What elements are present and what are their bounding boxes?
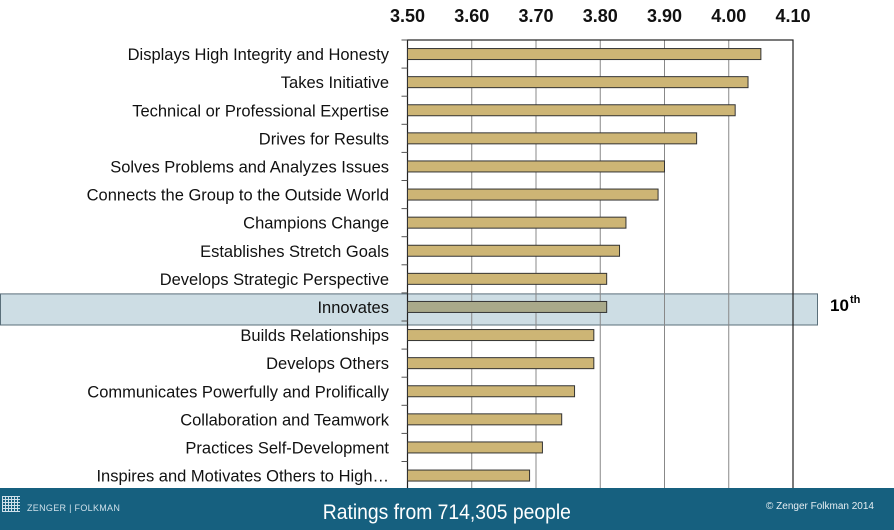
bar (407, 469, 531, 482)
x-tick-label: 3.70 (518, 6, 553, 26)
rank-suffix: th (850, 294, 861, 306)
category-label: Inspires and Motivates Others to High… (96, 468, 389, 486)
bar (407, 300, 608, 313)
category-label: Technical or Professional Expertise (132, 102, 389, 120)
category-label: Builds Relationships (240, 327, 389, 345)
x-tick-label: 3.50 (390, 6, 425, 26)
category-label: Displays High Integrity and Honesty (128, 46, 390, 64)
bar (407, 441, 543, 454)
bar (407, 357, 595, 370)
category-label: Develops Others (266, 355, 389, 373)
category-label: Develops Strategic Perspective (160, 271, 389, 289)
bar (407, 413, 563, 426)
x-tick-label: 3.80 (583, 6, 618, 26)
zenger-folkman-logo-icon (2, 496, 20, 512)
bar-chart: 3.50 3.60 3.70 3.80 3.90 4.00 4.10 Displays Hig… (0, 6, 861, 488)
category-label: Connects the Group to the Outside World (87, 187, 389, 205)
bar (407, 160, 665, 173)
rank-label: 10 (830, 296, 849, 315)
x-tick-label: 4.10 (775, 6, 810, 26)
category-label: Takes Initiative (281, 74, 389, 92)
category-label: Solves Problems and Analyzes Issues (110, 158, 389, 176)
category-label: Communicates Powerfully and Prolifically (87, 383, 389, 401)
bar (407, 216, 627, 229)
category-label: Practices Self-Development (185, 439, 389, 457)
copyright: © Zenger Folkman 2014 (766, 501, 874, 512)
bar (407, 48, 762, 61)
bar (407, 385, 576, 398)
category-label: Champions Change (243, 215, 389, 233)
x-tick-label: 4.00 (711, 6, 746, 26)
bar (407, 76, 749, 89)
brand-name: ZENGER | FOLKMAN (27, 503, 121, 513)
bar (407, 329, 595, 342)
category-label: Innovates (317, 299, 389, 317)
bar (407, 132, 698, 145)
x-tick-label: 3.60 (454, 6, 489, 26)
category-label: Establishes Stretch Goals (200, 243, 389, 261)
bar (407, 188, 659, 201)
bar (407, 244, 621, 257)
category-label: Drives for Results (259, 130, 389, 148)
x-tick-label: 3.90 (647, 6, 682, 26)
bar (407, 272, 608, 285)
category-label: Collaboration and Teamwork (180, 411, 390, 429)
bar (407, 104, 736, 117)
footer: ZENGER | FOLKMAN Ratings from 714,305 pe… (0, 488, 894, 530)
chart-subtitle: Ratings from 714,305 people (322, 501, 572, 524)
